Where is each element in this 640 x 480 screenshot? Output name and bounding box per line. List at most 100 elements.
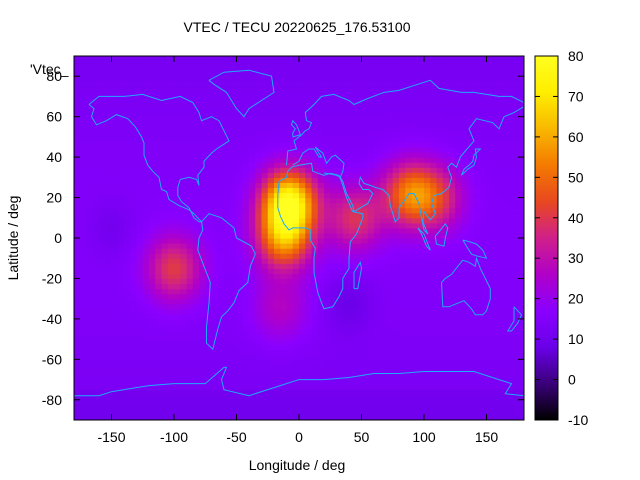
heatmap-cell [274,389,281,396]
heatmap-cell [486,404,494,411]
heatmap-cell [236,364,244,371]
heatmap-cell [430,147,438,153]
heatmap-cell [349,308,356,315]
heatmap-cell [299,56,306,62]
heatmap-cell [167,81,175,87]
heatmap-cell [399,131,406,138]
heatmap-cell [174,313,181,320]
heatmap-cell [367,318,375,325]
heatmap-cell [199,76,206,82]
heatmap-cell [330,157,338,163]
heatmap-cell [117,56,125,62]
heatmap-cell [361,111,369,118]
heatmap-cell [80,61,88,67]
heatmap-cell [130,116,138,123]
heatmap-cell [92,81,100,87]
heatmap-cell [217,111,225,118]
heatmap-cell [167,404,175,411]
heatmap-cell [167,354,175,360]
heatmap-cell [499,404,506,411]
heatmap-cell [99,389,106,396]
heatmap-cell [230,323,238,330]
heatmap-cell [105,152,113,158]
heatmap-cell [424,293,431,300]
heatmap-cell [180,66,188,72]
heatmap-cell [317,243,325,249]
heatmap-cell [167,91,175,98]
heatmap-cell [499,364,506,371]
heatmap-cell [211,404,219,411]
heatmap-cell [436,283,444,290]
heatmap-cell [430,298,438,305]
heatmap-cell [149,91,156,98]
heatmap-cell [430,71,438,77]
heatmap-cell [186,248,194,254]
heatmap-cell [349,293,356,300]
heatmap-cell [267,157,275,163]
heatmap-cell [474,192,481,199]
heatmap-cell [74,349,81,355]
heatmap-cell [99,308,106,315]
heatmap-cell [255,248,263,254]
heatmap-cell [255,131,263,138]
heatmap-cell [299,126,306,133]
heatmap-cell [224,222,231,229]
heatmap-cell [142,344,150,350]
heatmap-cell [186,394,194,401]
heatmap-cell [449,177,456,183]
heatmap-cell [386,273,394,280]
heatmap-cell [374,293,381,300]
heatmap-cell [449,404,456,411]
heatmap-cell [255,253,263,259]
heatmap-cell [267,369,275,376]
heatmap-cell [467,374,475,381]
heatmap-cell [455,192,463,199]
heatmap-cell [249,308,256,315]
heatmap-cell [99,273,106,280]
heatmap-cell [217,116,225,123]
heatmap-cell [261,389,269,396]
heatmap-cell [317,192,325,199]
heatmap-cell [161,192,169,199]
heatmap-cell [417,308,425,315]
heatmap-cell [355,298,363,305]
heatmap-cell [442,217,450,224]
heatmap-cell [392,278,400,285]
heatmap-cell [286,197,294,204]
heatmap-cell [249,187,256,194]
heatmap-cell [367,202,375,209]
heatmap-cell [474,248,481,254]
heatmap-cell [280,76,288,82]
heatmap-cell [280,136,288,143]
heatmap-cell [367,384,375,391]
heatmap-cell [155,268,163,274]
heatmap-cell [355,217,363,224]
heatmap-cell [142,384,150,391]
heatmap-cell [361,273,369,280]
heatmap-cell [455,308,463,315]
heatmap-cell [442,263,450,269]
heatmap-cell [267,96,275,103]
heatmap-cell [174,379,181,386]
heatmap-cell [274,207,281,214]
heatmap-cell [211,409,219,416]
heatmap-cell [417,141,425,148]
heatmap-cell [449,141,456,148]
heatmap-cell [336,56,344,62]
heatmap-cell [105,227,113,234]
heatmap-cell [324,339,331,345]
heatmap-cell [424,313,431,320]
heatmap-cell [467,339,475,345]
heatmap-cell [424,268,431,274]
heatmap-cell [255,394,263,401]
heatmap-cell [311,409,319,416]
heatmap-cell [217,349,225,355]
heatmap-cell [136,96,144,103]
heatmap-cell [386,253,394,259]
heatmap-cell [199,243,206,249]
heatmap-cell [236,182,244,189]
heatmap-cell [117,374,125,381]
heatmap-cell [392,101,400,108]
heatmap-cell [499,96,506,103]
heatmap-cell [405,172,413,178]
